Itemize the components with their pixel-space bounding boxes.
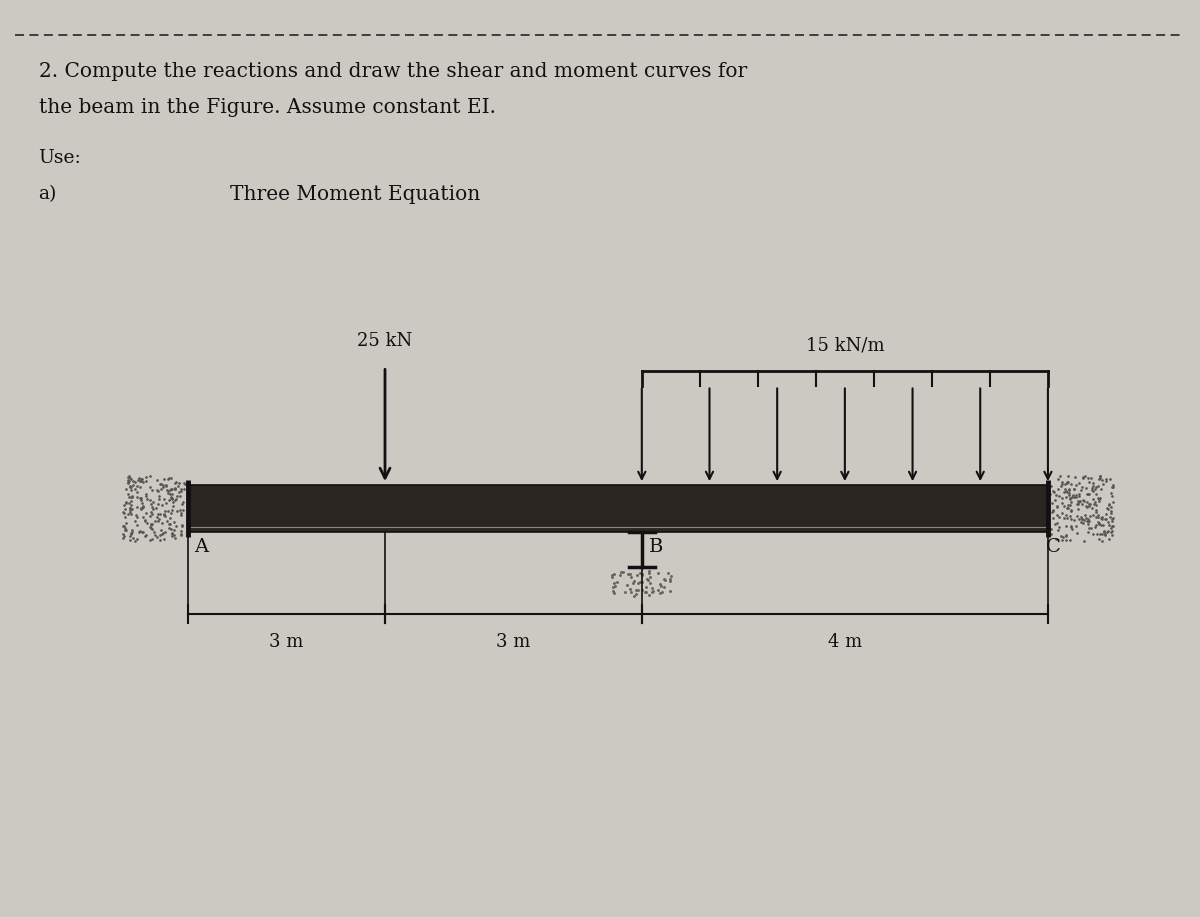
Text: Three Moment Equation: Three Moment Equation bbox=[229, 185, 480, 204]
Text: the beam in the Figure. Assume constant EI.: the beam in the Figure. Assume constant … bbox=[38, 98, 496, 117]
Text: 4 m: 4 m bbox=[828, 633, 862, 650]
Text: C: C bbox=[1045, 537, 1061, 556]
Text: 3 m: 3 m bbox=[497, 633, 530, 650]
Text: Use:: Use: bbox=[38, 149, 82, 167]
Text: 15 kN/m: 15 kN/m bbox=[805, 337, 884, 355]
Text: 2. Compute the reactions and draw the shear and moment curves for: 2. Compute the reactions and draw the sh… bbox=[38, 62, 746, 81]
Text: 25 kN: 25 kN bbox=[358, 332, 413, 350]
Text: a): a) bbox=[38, 185, 56, 203]
Text: A: A bbox=[194, 537, 208, 556]
Text: B: B bbox=[649, 537, 664, 556]
Text: 3 m: 3 m bbox=[269, 633, 304, 650]
Bar bbox=[188, 485, 1048, 533]
